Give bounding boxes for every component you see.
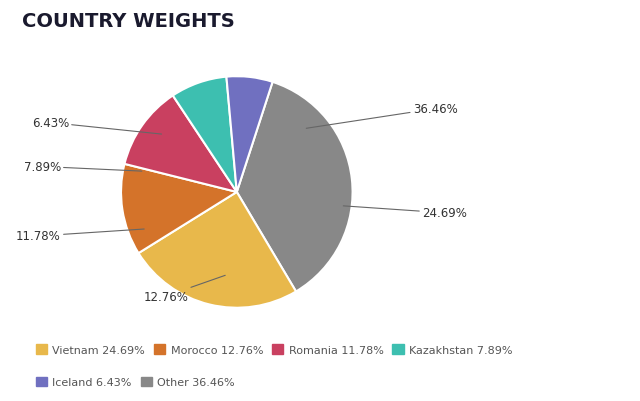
Text: 12.76%: 12.76% (143, 275, 225, 303)
Text: 24.69%: 24.69% (343, 207, 467, 220)
Wedge shape (121, 164, 237, 253)
Text: 7.89%: 7.89% (24, 160, 142, 174)
Wedge shape (227, 77, 273, 192)
Wedge shape (237, 83, 353, 292)
Text: 11.78%: 11.78% (16, 229, 144, 243)
Legend: Iceland 6.43%, Other 36.46%: Iceland 6.43%, Other 36.46% (31, 372, 239, 391)
Wedge shape (125, 96, 237, 192)
Text: 6.43%: 6.43% (31, 117, 161, 135)
Wedge shape (138, 192, 296, 308)
Text: COUNTRY WEIGHTS: COUNTRY WEIGHTS (22, 12, 235, 31)
Wedge shape (173, 77, 237, 192)
Text: 36.46%: 36.46% (307, 103, 458, 129)
Legend: Vietnam 24.69%, Morocco 12.76%, Romania 11.78%, Kazakhstan 7.89%: Vietnam 24.69%, Morocco 12.76%, Romania … (31, 340, 517, 359)
